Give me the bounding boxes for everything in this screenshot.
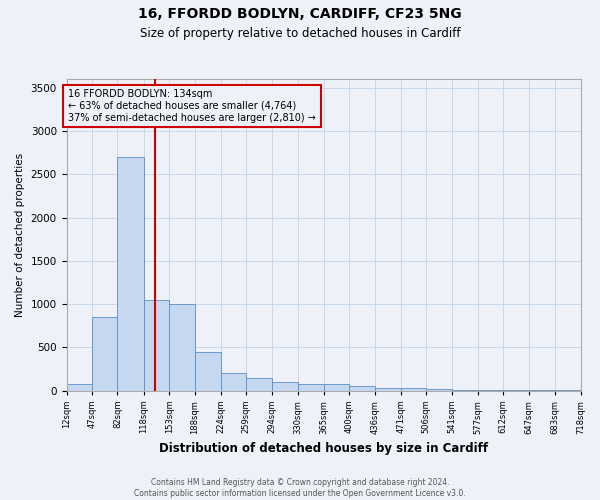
- Bar: [272, 382, 298, 390]
- Bar: [247, 378, 272, 390]
- Bar: [298, 384, 323, 390]
- Bar: [426, 389, 452, 390]
- Bar: [92, 317, 118, 390]
- Text: 16 FFORDD BODLYN: 134sqm
← 63% of detached houses are smaller (4,764)
37% of sem: 16 FFORDD BODLYN: 134sqm ← 63% of detach…: [68, 90, 316, 122]
- Bar: [194, 352, 221, 391]
- Text: Size of property relative to detached houses in Cardiff: Size of property relative to detached ho…: [140, 28, 460, 40]
- Text: 16, FFORDD BODLYN, CARDIFF, CF23 5NG: 16, FFORDD BODLYN, CARDIFF, CF23 5NG: [138, 8, 462, 22]
- Bar: [349, 386, 375, 390]
- Bar: [401, 388, 426, 390]
- Bar: [169, 304, 194, 390]
- Bar: [323, 384, 349, 390]
- Bar: [375, 388, 401, 390]
- Bar: [118, 157, 143, 390]
- Bar: [67, 384, 92, 390]
- Text: Contains HM Land Registry data © Crown copyright and database right 2024.
Contai: Contains HM Land Registry data © Crown c…: [134, 478, 466, 498]
- Y-axis label: Number of detached properties: Number of detached properties: [15, 153, 25, 317]
- Bar: [221, 374, 247, 390]
- Bar: [143, 300, 169, 390]
- X-axis label: Distribution of detached houses by size in Cardiff: Distribution of detached houses by size …: [159, 442, 488, 455]
